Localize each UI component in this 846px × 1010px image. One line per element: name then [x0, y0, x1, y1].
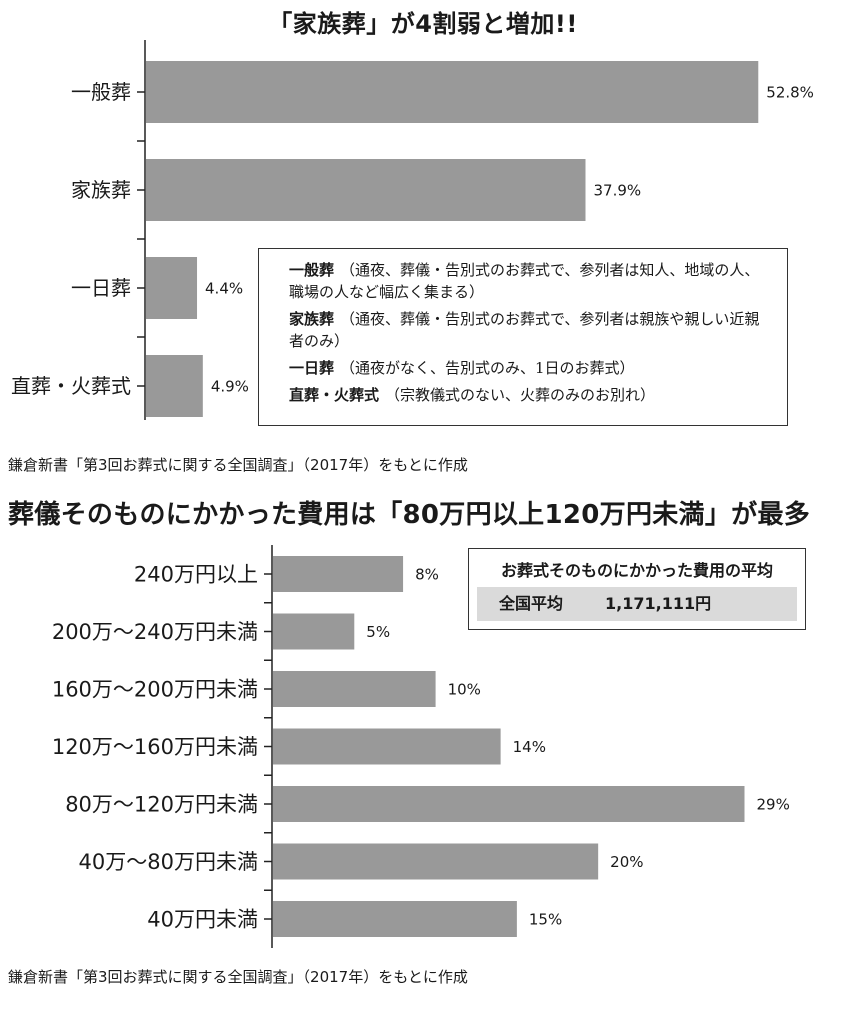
chart2-source-note: 鎌倉新書「第3回お葬式に関する全国調査」（2017年）をもとに作成 [8, 968, 468, 986]
category-label: 240万円以上 [134, 563, 258, 587]
category-label: 直葬・火葬式 [11, 374, 131, 398]
value-label: 4.4% [205, 279, 243, 297]
value-label: 4.9% [211, 377, 249, 395]
bar [273, 613, 355, 650]
category-label: 200万～240万円未満 [52, 620, 258, 644]
chart1-title: 「家族葬」が4割弱と増加!! [268, 10, 578, 38]
definition-desc: （通夜、葬儀・告別式のお葬式で、参列者は知人、地域の人、職場の人など幅広く集まる… [289, 261, 760, 301]
definition-item-kazoku: 家族葬 （通夜、葬儀・告別式のお葬式で、参列者は親族や親しい近親者のみ） [289, 308, 773, 352]
definition-desc: （宗教儀式のない、火葬のみのお別れ） [385, 386, 656, 404]
average-cost-row: 全国平均 1,171,111円 [477, 587, 797, 621]
chart2-plot: 240万円以上 8% 200万～240万円未満 5% 160万～200万円未満 10% 12… [52, 545, 790, 948]
definition-term: 一般葬 [289, 261, 335, 279]
definition-item-chokuso: 直葬・火葬式 （宗教儀式のない、火葬のみのお別れ） [289, 384, 773, 406]
chart1-plot: 一般葬 52.8% 家族葬 37.9% 一日葬 4.4% 直葬・火葬式 4.9% [11, 40, 814, 420]
category-label: 40万円未満 [147, 908, 258, 932]
average-cost-title: お葬式そのものにかかった費用の平均 [500, 561, 773, 580]
definition-item-ippan: 一般葬 （通夜、葬儀・告別式のお葬式で、参列者は知人、地域の人、職場の人など幅広く… [289, 259, 773, 303]
value-label: 8% [415, 565, 439, 583]
bar [273, 843, 599, 880]
average-cost-value: 1,171,111円 [605, 594, 712, 613]
definition-term: 一日葬 [289, 359, 335, 377]
value-label: 5% [366, 623, 390, 641]
category-label: 120万～160万円未満 [52, 735, 258, 759]
chart2-title: 葬儀そのものにかかった費用は「80万円以上120万円未満」が最多 [8, 500, 811, 530]
bar [273, 786, 745, 822]
definition-term: 直葬・火葬式 [289, 386, 380, 404]
bar [146, 257, 198, 319]
value-label: 15% [529, 910, 562, 928]
category-label: 160万～200万円未満 [52, 678, 258, 702]
chart1-source-note: 鎌倉新書「第3回お葬式に関する全国調査」（2017年）をもとに作成 [8, 456, 468, 474]
definition-desc: （通夜がなく、告別式のみ、1日のお葬式） [340, 359, 635, 377]
value-label: 52.8% [766, 83, 814, 101]
bar [146, 159, 586, 221]
value-label: 20% [610, 853, 643, 871]
bar [146, 61, 759, 123]
value-label: 14% [513, 738, 546, 756]
chart1-definition-box: 一般葬 （通夜、葬儀・告別式のお葬式で、参列者は知人、地域の人、職場の人など幅広く… [258, 248, 788, 426]
bar [273, 556, 404, 592]
bar [273, 671, 436, 707]
definition-item-ichinichi: 一日葬 （通夜がなく、告別式のみ、1日のお葬式） [289, 357, 773, 379]
bar [273, 901, 517, 937]
value-label: 10% [448, 680, 481, 698]
category-label: 一般葬 [71, 80, 131, 104]
category-label: 家族葬 [71, 178, 131, 202]
category-label: 一日葬 [71, 276, 131, 300]
definition-desc: （通夜、葬儀・告別式のお葬式で、参列者は親族や親しい近親者のみ） [289, 310, 760, 350]
value-label: 37.9% [594, 181, 642, 199]
definition-term: 家族葬 [289, 310, 335, 328]
bar [146, 355, 203, 417]
category-label: 80万～120万円未満 [65, 793, 258, 817]
average-cost-box: お葬式そのものにかかった費用の平均 全国平均 1,171,111円 [468, 548, 806, 630]
average-cost-label: 全国平均 [499, 594, 564, 613]
category-label: 40万～80万円未満 [79, 850, 258, 874]
value-label: 29% [756, 795, 789, 813]
bar [273, 728, 501, 765]
